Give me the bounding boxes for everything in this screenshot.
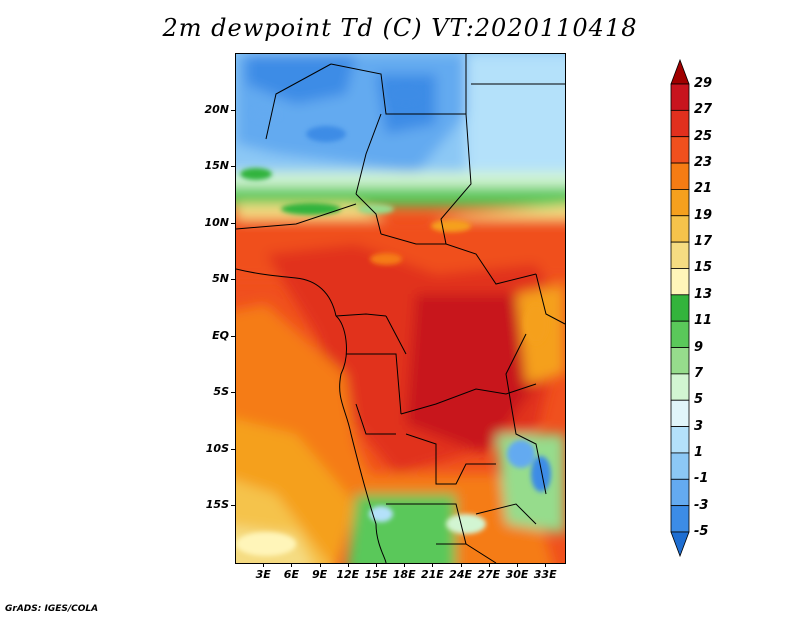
lat-tick-mark <box>231 505 235 507</box>
lat-tick-mark <box>231 279 235 281</box>
colorbar-bin <box>670 347 690 375</box>
lon-tick-label: 27E <box>477 568 501 581</box>
colorbar-level-label: 13 <box>694 286 713 302</box>
lat-tick-mark <box>231 166 235 168</box>
lat-tick-label: 20N <box>204 102 229 116</box>
colorbar-bin <box>670 83 690 111</box>
lon-tick-mark <box>517 563 518 567</box>
colorbar-top-arrow <box>670 58 690 85</box>
lon-tick-label: 6E <box>283 568 299 581</box>
lat-tick-label: 15S <box>205 498 229 512</box>
colorbar-level-label: 9 <box>694 339 704 355</box>
lat-tick-mark <box>231 448 235 450</box>
colorbar-bin <box>670 505 690 533</box>
lat-tick-mark <box>231 109 235 111</box>
lat-tick-mark <box>231 335 235 337</box>
lat-tick-label: 5S <box>213 385 229 399</box>
lat-tick-label: 10N <box>204 215 229 229</box>
lon-tick-label: 15E <box>364 568 388 581</box>
lon-tick-mark <box>488 563 490 567</box>
lon-tick-label: 3E <box>255 568 271 581</box>
colorbar-bin <box>670 426 690 454</box>
lat-tick-mark <box>231 392 235 394</box>
colorbar-level-label: 11 <box>694 313 713 329</box>
colorbar-bottom-arrow <box>670 531 690 558</box>
colorbar-level-label: 5 <box>694 392 704 408</box>
lat-tick-label: 15N <box>204 159 229 173</box>
colorbar-level-label: 17 <box>694 234 713 250</box>
colorbar-bin <box>670 241 690 269</box>
colorbar-level-label: 19 <box>694 207 713 223</box>
lon-tick-mark <box>545 563 547 567</box>
colorbar-level-label: 25 <box>694 128 713 144</box>
lon-tick-mark <box>432 563 434 567</box>
colorbar-level-label: 29 <box>694 76 713 91</box>
lat-tick-label: EQ <box>212 328 229 342</box>
lon-tick-mark <box>376 563 377 567</box>
colorbar-level-label: 21 <box>694 181 713 197</box>
colorbar-bin <box>670 268 690 296</box>
colorbar-level-label: 3 <box>694 418 704 434</box>
colorbar-level-label: -5 <box>694 524 709 539</box>
colorbar-bin <box>670 189 690 217</box>
lon-tick-mark <box>347 563 349 567</box>
lon-tick-mark <box>319 563 321 567</box>
country-borders <box>236 54 565 563</box>
colorbar-bin <box>670 162 690 190</box>
colorbar-bin <box>670 215 690 243</box>
colorbar-level-label: 27 <box>694 102 713 118</box>
colorbar-bin <box>670 294 690 322</box>
colorbar-bin <box>670 478 690 507</box>
lon-tick-label: 30E <box>505 568 529 581</box>
colorbar-bin <box>670 399 690 427</box>
colorbar-bin <box>670 452 690 480</box>
grads-credit: GrADS: IGES/COLA <box>5 604 99 614</box>
colorbar-level-label: -1 <box>694 471 709 487</box>
lon-tick-label: 33E <box>533 568 557 581</box>
lat-tick-label: 5N <box>212 272 229 286</box>
lon-tick-label: 21E <box>420 568 444 581</box>
colorbar-bin <box>670 320 690 348</box>
lon-tick-label: 18E <box>392 568 416 581</box>
colorbar-level-label: 23 <box>694 155 713 171</box>
lon-tick-mark <box>460 563 462 567</box>
map-title: 2m dewpoint Td (C) VT:2020110418 <box>162 14 638 42</box>
lon-tick-mark <box>404 563 406 567</box>
colorbar-bin <box>670 373 690 401</box>
lon-tick-label: 9E <box>312 568 328 581</box>
lon-tick-label: 12E <box>336 568 360 581</box>
colorbar-bin <box>670 109 690 138</box>
lon-tick-label: 24E <box>449 568 472 581</box>
colorbar-level-label: -3 <box>694 497 709 513</box>
lat-tick-label: 10S <box>205 441 229 455</box>
colorbar-level-label: 1 <box>694 444 704 460</box>
map-panel <box>235 53 566 564</box>
dewpoint-field <box>236 54 565 563</box>
lat-tick-mark <box>231 222 235 224</box>
colorbar-bin <box>670 136 690 164</box>
lon-tick-mark <box>263 563 265 567</box>
lon-tick-mark <box>291 563 293 567</box>
colorbar-level-label: 7 <box>694 365 704 381</box>
colorbar-level-label: 15 <box>694 260 713 276</box>
colorbar <box>670 58 690 558</box>
